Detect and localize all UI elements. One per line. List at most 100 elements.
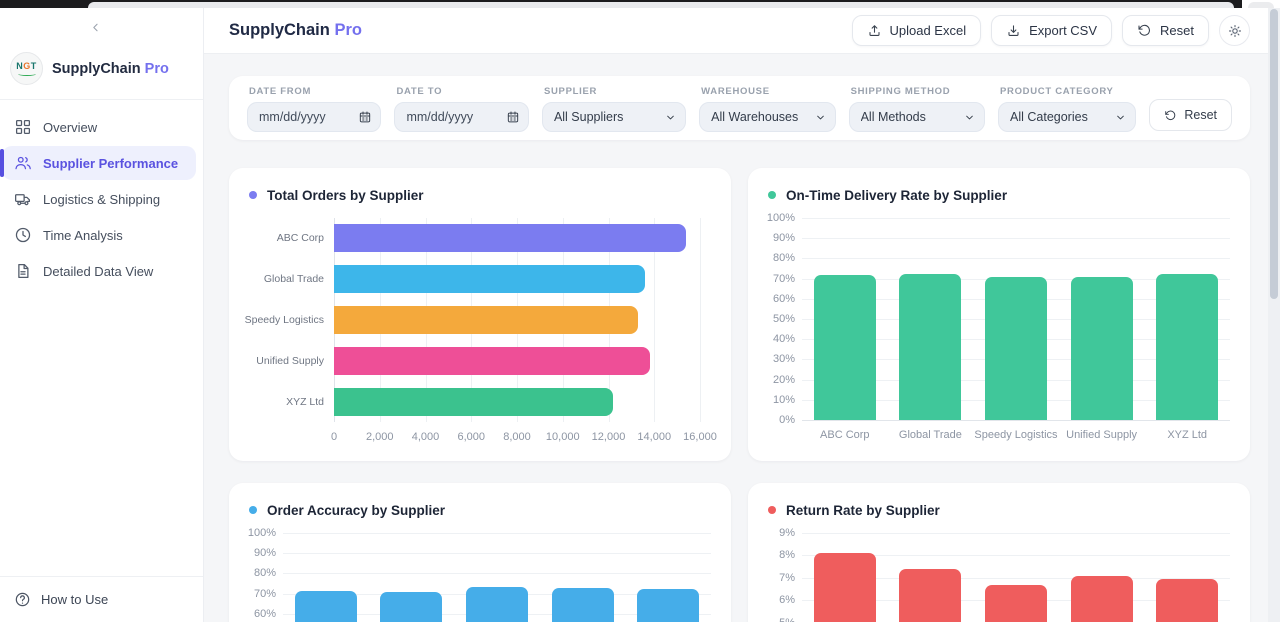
axis-tick: 70% xyxy=(773,273,795,285)
axis-tick: 30% xyxy=(773,353,795,365)
bar-unified-supply[interactable] xyxy=(334,347,650,375)
axis-tick: 14,000 xyxy=(637,431,671,443)
bar-global-trade[interactable] xyxy=(899,569,961,622)
date-from-input[interactable] xyxy=(247,102,381,132)
axis-tick: 0% xyxy=(779,414,795,426)
theme-toggle-button[interactable] xyxy=(1219,15,1250,46)
x-axis-ticks: 02,0004,0006,0008,00010,00012,00014,0001… xyxy=(334,428,700,446)
bar-abc-corp[interactable] xyxy=(295,591,357,622)
truck-icon xyxy=(14,190,32,208)
sidebar-nav: Overview Supplier Performance Logistics & … xyxy=(0,110,203,288)
chart-title: On-Time Delivery Rate by Supplier xyxy=(786,188,1007,203)
bar-speedy-logistics[interactable] xyxy=(985,277,1047,420)
export-csv-button[interactable]: Export CSV xyxy=(991,15,1112,46)
chart-plot-area: 0%10%20%30%40%50%60%70%80%90%100% ABC Co… xyxy=(249,533,711,622)
chart-card-on-time-delivery-rate-by-supplier: On-Time Delivery Rate by Supplier 0%10%2… xyxy=(748,168,1250,461)
brand-main: SupplyChain xyxy=(52,61,141,77)
logo-letter: T xyxy=(31,61,37,71)
sidebar-collapse-button[interactable] xyxy=(88,20,108,40)
axis-tick: 90% xyxy=(254,547,276,559)
product-category-select[interactable]: All Categories xyxy=(998,102,1136,132)
bar-global-trade[interactable] xyxy=(380,592,442,622)
how-to-use-link[interactable]: How to Use xyxy=(14,591,191,608)
button-label: Export CSV xyxy=(1029,23,1097,38)
gridline xyxy=(802,420,1230,421)
bar-speedy-logistics[interactable] xyxy=(334,306,638,334)
sidebar-item-detailed-data-view[interactable]: Detailed Data View xyxy=(2,254,196,288)
upload-icon xyxy=(867,23,882,38)
sidebar-item-label: Logistics & Shipping xyxy=(43,192,160,207)
gridline xyxy=(802,258,1230,259)
date-input-wrap xyxy=(247,102,381,132)
axis-tick: 90% xyxy=(773,232,795,244)
category-label: Speedy Logistics xyxy=(973,429,1059,441)
filter-field-date-from: DATE FROM xyxy=(247,85,381,132)
bar-unified-supply[interactable] xyxy=(1071,277,1133,420)
bar-global-trade[interactable] xyxy=(334,265,645,293)
gridline xyxy=(802,218,1230,219)
axis-tick: 6,000 xyxy=(457,431,485,443)
app-logo: NGT xyxy=(10,52,43,85)
filter-label: SHIPPING METHOD xyxy=(851,86,985,97)
upload-excel-button[interactable]: Upload Excel xyxy=(852,15,982,46)
axis-tick: 8,000 xyxy=(503,431,531,443)
date-input-wrap xyxy=(394,102,528,132)
chart-legend-dot xyxy=(249,191,257,199)
reset-button[interactable]: Reset xyxy=(1122,15,1209,46)
help-icon xyxy=(14,591,31,608)
bar-xyz-ltd[interactable] xyxy=(637,589,699,622)
bar-abc-corp[interactable] xyxy=(814,275,876,420)
chart-plot-area: 0%1%2%3%4%5%6%7%8%9% ABC CorpGlobal Trad… xyxy=(768,533,1230,622)
shipping-method-select[interactable]: All Methods xyxy=(849,102,985,132)
sidebar-footer: How to Use xyxy=(0,576,203,608)
select-wrap: All Warehouses xyxy=(699,102,835,132)
sun-icon xyxy=(1227,23,1243,39)
sidebar-item-label: Overview xyxy=(43,120,97,135)
category-label: Speedy Logistics xyxy=(245,313,324,327)
axis-tick: 60% xyxy=(773,293,795,305)
axis-tick: 80% xyxy=(773,252,795,264)
app-header: SupplyChain Pro Upload ExcelExport CSVRe… xyxy=(204,8,1280,54)
sidebar-item-label: Supplier Performance xyxy=(43,156,178,171)
filter-bar: DATE FROM DATE TO SUPPLIER All Suppliers… xyxy=(229,76,1250,140)
filter-field-supplier: SUPPLIER All Suppliers xyxy=(542,85,686,132)
filters-reset-button[interactable]: Reset xyxy=(1149,99,1232,131)
logo-letter: G xyxy=(23,61,31,71)
filter-label: WAREHOUSE xyxy=(701,86,835,97)
reset-icon xyxy=(1164,109,1177,122)
axis-tick: 16,000 xyxy=(683,431,717,443)
axis-tick: 6% xyxy=(779,594,795,606)
supplier-select[interactable]: All Suppliers xyxy=(542,102,686,132)
clock-icon xyxy=(14,226,32,244)
bar-abc-corp[interactable] xyxy=(334,224,686,252)
chart-title-row: Return Rate by Supplier xyxy=(768,499,1230,521)
sidebar-item-logistics-shipping[interactable]: Logistics & Shipping xyxy=(2,182,196,216)
filter-field-product-category: PRODUCT CATEGORY All Categories xyxy=(998,85,1136,132)
browser-chrome xyxy=(0,0,1280,8)
bar-unified-supply[interactable] xyxy=(552,588,614,622)
date-to-input[interactable] xyxy=(394,102,528,132)
bar-xyz-ltd[interactable] xyxy=(334,388,613,416)
chart-title: Total Orders by Supplier xyxy=(267,188,424,203)
bar-speedy-logistics[interactable] xyxy=(985,585,1047,622)
bar-global-trade[interactable] xyxy=(899,274,961,420)
scrollbar[interactable] xyxy=(1268,8,1280,622)
bar-unified-supply[interactable] xyxy=(1071,576,1133,622)
axis-tick: 10,000 xyxy=(546,431,580,443)
app-logo-swoosh xyxy=(18,72,36,76)
sidebar-item-time-analysis[interactable]: Time Analysis xyxy=(2,218,196,252)
chart-card-order-accuracy-by-supplier: Order Accuracy by Supplier 0%10%20%30%40… xyxy=(229,483,731,622)
scrollbar-thumb[interactable] xyxy=(1270,9,1278,299)
bar-speedy-logistics[interactable] xyxy=(466,587,528,622)
how-to-use-label: How to Use xyxy=(41,592,108,607)
bar-abc-corp[interactable] xyxy=(814,553,876,622)
chart-plot-area: ABC CorpGlobal TradeSpeedy LogisticsUnif… xyxy=(249,218,711,446)
axis-tick: 70% xyxy=(254,588,276,600)
bar-xyz-ltd[interactable] xyxy=(1156,274,1218,420)
filter-label: PRODUCT CATEGORY xyxy=(1000,86,1136,97)
bar-xyz-ltd[interactable] xyxy=(1156,579,1218,622)
main-area: SupplyChain Pro Upload ExcelExport CSVRe… xyxy=(204,8,1280,622)
sidebar-item-overview[interactable]: Overview xyxy=(2,110,196,144)
sidebar-item-supplier-performance[interactable]: Supplier Performance xyxy=(2,146,196,180)
warehouse-select[interactable]: All Warehouses xyxy=(699,102,835,132)
